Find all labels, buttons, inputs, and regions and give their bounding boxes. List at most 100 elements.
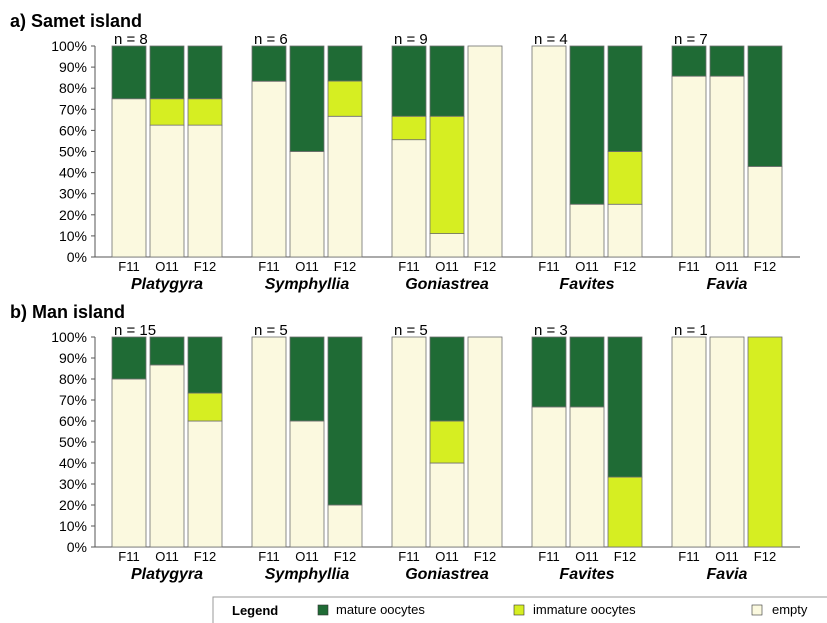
x-tick-label: O11: [435, 259, 459, 274]
x-tick-label: O11: [575, 549, 599, 564]
bar-segment-empty: [251, 336, 287, 548]
bar-segment-mature: [429, 336, 465, 422]
legend-swatch-mature: [317, 604, 329, 616]
bar-segment-mature: [289, 336, 325, 422]
y-tick-label: 0%: [67, 539, 87, 555]
x-tick-label: F12: [194, 549, 216, 564]
y-tick-label: 10%: [59, 518, 87, 534]
bar-segment-immature: [429, 420, 465, 464]
legend-title: Legend: [232, 603, 278, 618]
bar-segment-empty: [531, 406, 567, 548]
y-tick-label: 40%: [59, 455, 87, 471]
sample-size-label: n = 7: [674, 31, 708, 48]
sample-size-label: n = 5: [254, 322, 288, 339]
bar-segment-immature: [149, 98, 185, 126]
bar-segment-empty: [251, 80, 287, 258]
y-tick-label: 100%: [51, 329, 87, 345]
y-tick-label: 10%: [59, 228, 87, 244]
bar-segment-immature: [747, 336, 783, 548]
legend-label-immature: immature oocytes: [533, 602, 636, 617]
genus-label: Platygyra: [131, 276, 203, 293]
bar-segment-empty: [709, 75, 745, 258]
legend-label-mature: mature oocytes: [336, 602, 425, 617]
y-tick-label: 30%: [59, 476, 87, 492]
x-tick-label: F12: [334, 549, 356, 564]
y-tick-label: 60%: [59, 122, 87, 138]
panel-b-chart: 0% 10% 20% 30% 40% 50% 60% 70% 80% 90% 100% n = 15 P…: [51, 322, 800, 583]
x-tick-label: F11: [678, 259, 699, 274]
bar-segment-empty: [187, 420, 223, 548]
legend-swatch-immature: [513, 604, 525, 616]
x-tick-label: F11: [398, 549, 419, 564]
bar-segment-mature: [747, 45, 783, 167]
x-tick-label: F11: [678, 549, 699, 564]
bar-segment-empty: [429, 462, 465, 548]
panel-a-title: a) Samet island: [10, 11, 142, 31]
bar-segment-mature: [327, 336, 363, 506]
bar-segment-mature: [671, 45, 707, 77]
bar-segment-immature: [327, 80, 363, 117]
genus-label: Favia: [707, 276, 748, 293]
bar-segment-mature: [607, 45, 643, 152]
legend: Legend mature oocytes immature oocytes e…: [212, 596, 827, 623]
x-tick-label: F11: [538, 549, 559, 564]
genus-label: Favites: [559, 276, 614, 293]
sample-size-label: n = 6: [254, 31, 288, 48]
bar-segment-empty: [709, 336, 745, 548]
bar-segment-mature: [149, 45, 185, 100]
y-tick-label: 20%: [59, 207, 87, 223]
panel-b-title: b) Man island: [10, 302, 125, 322]
x-tick-label: O11: [295, 259, 319, 274]
bar-segment-mature: [709, 45, 745, 77]
x-tick-label: O11: [435, 549, 459, 564]
y-tick-label: 80%: [59, 371, 87, 387]
x-tick-label: F12: [194, 259, 216, 274]
bar-segment-empty: [531, 45, 567, 258]
y-tick-label: 20%: [59, 497, 87, 513]
x-tick-label: O11: [155, 259, 179, 274]
bar-segment-mature: [187, 45, 223, 100]
y-tick-label: 100%: [51, 38, 87, 54]
y-tick-label: 40%: [59, 165, 87, 181]
bar-segment-empty: [429, 233, 465, 258]
bar-segment-empty: [391, 139, 427, 258]
bar-segment-immature: [187, 392, 223, 422]
bar-segment-immature: [391, 115, 427, 141]
x-tick-label: F12: [754, 549, 776, 564]
y-tick-label: 50%: [59, 434, 87, 450]
bar-segment-empty: [607, 203, 643, 258]
genus-label: Symphyllia: [265, 566, 350, 583]
bar-segment-mature: [289, 45, 325, 152]
x-tick-label: F12: [754, 259, 776, 274]
bar-segment-empty: [327, 115, 363, 258]
bar-segment-empty: [149, 124, 185, 258]
x-tick-label: O11: [715, 549, 739, 564]
y-tick-label: 80%: [59, 80, 87, 96]
bar-segment-empty: [149, 364, 185, 548]
bar-segment-empty: [111, 98, 147, 258]
bar-segment-mature: [531, 336, 567, 408]
bar-segment-mature: [251, 45, 287, 82]
bar-segment-empty: [747, 166, 783, 258]
bar-segment-empty: [671, 336, 707, 548]
bar-segment-immature: [607, 151, 643, 205]
bar-segment-empty: [467, 336, 503, 548]
bar-segment-immature: [607, 476, 643, 548]
bar-segment-immature: [429, 115, 465, 234]
bar-segment-immature: [187, 98, 223, 126]
bar-segment-empty: [467, 45, 503, 258]
panel-a-chart: 0% 10% 20% 30% 40% 50% 60% 70% 80% 90% 100% n = 8 Pl…: [51, 31, 800, 293]
x-tick-label: F12: [474, 549, 496, 564]
x-tick-label: O11: [715, 259, 739, 274]
bar-segment-empty: [327, 504, 363, 548]
bar-segment-mature: [111, 336, 147, 380]
genus-label: Symphyllia: [265, 276, 350, 293]
x-tick-label: F11: [258, 259, 279, 274]
x-tick-label: F11: [398, 259, 419, 274]
x-tick-label: O11: [575, 259, 599, 274]
x-tick-label: F11: [118, 549, 139, 564]
x-tick-label: F12: [614, 549, 636, 564]
bar-segment-empty: [289, 420, 325, 548]
bar-segment-empty: [569, 406, 605, 548]
